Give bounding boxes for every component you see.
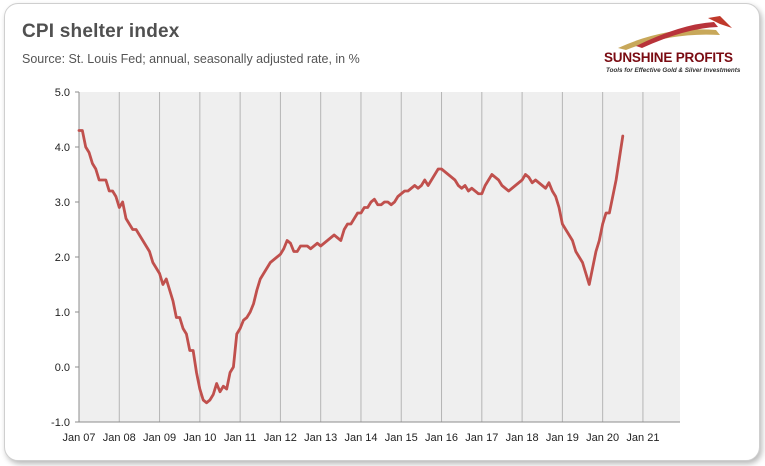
plot-area [79, 92, 680, 422]
x-tick-label: Jan 15 [385, 432, 418, 444]
logo-swoosh-icon [618, 16, 732, 50]
x-tick-label: Jan 17 [465, 432, 498, 444]
x-tick-label: Jan 10 [183, 432, 216, 444]
logo-tagline: Tools for Effective Gold & Silver Invest… [606, 67, 741, 74]
chart-title: CPI shelter index [22, 21, 180, 42]
sunshine-profits-logo: SUNSHINE PROFITS Tools for Effective Gol… [596, 12, 756, 74]
x-tick-label: Jan 20 [586, 432, 619, 444]
y-tick-label: 4.0 [55, 142, 70, 154]
x-tick-label: Jan 07 [62, 432, 95, 444]
chart-subtitle: Source: St. Louis Fed; annual, seasonall… [22, 52, 360, 66]
x-tick-label: Jan 18 [506, 432, 539, 444]
vertical-gridlines [118, 92, 644, 422]
series-line-cpi-shelter [77, 129, 625, 405]
series-group [77, 129, 625, 405]
y-tick-label: -1.0 [51, 417, 70, 429]
x-tick-label: Jan 16 [425, 432, 458, 444]
x-tick-label: Jan 08 [103, 432, 136, 444]
x-tick-label: Jan 09 [143, 432, 176, 444]
x-tick-label: Jan 21 [626, 432, 659, 444]
x-tick-label: Jan 13 [304, 432, 337, 444]
x-tick-label: Jan 12 [264, 432, 297, 444]
y-tick-label: 2.0 [55, 252, 70, 264]
y-tick-label: 1.0 [55, 307, 70, 319]
x-axis-tick-labels: Jan 07 Jan 08 Jan 09 Jan 10 Jan 11 Jan 12 Jan … [62, 432, 659, 444]
y-tick-label: 0.0 [55, 362, 70, 374]
x-tick-label: Jan 14 [344, 432, 377, 444]
y-tick-label: 3.0 [55, 197, 70, 209]
x-tick-label: Jan 19 [546, 432, 579, 444]
x-tick-label: Jan 11 [224, 432, 256, 444]
y-tick-label: 5.0 [55, 87, 70, 99]
y-axis-tick-labels: 5.0 4.0 3.0 2.0 1.0 0.0 -1.0 [51, 87, 79, 429]
logo-name: SUNSHINE PROFITS [604, 50, 733, 65]
